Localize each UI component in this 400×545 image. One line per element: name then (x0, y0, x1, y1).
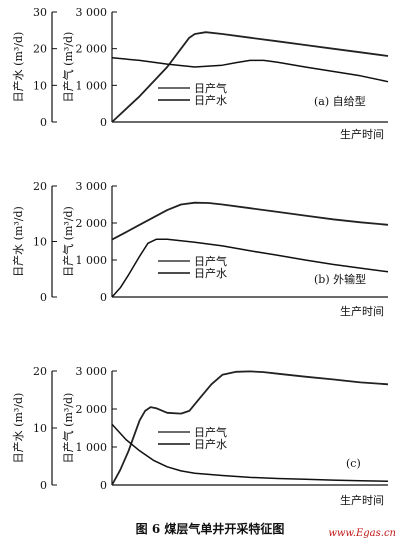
left-tick-label-p1: 30 (33, 6, 47, 19)
legend-label-p2: 日产气 (194, 254, 227, 268)
legend-label-p1: 日产气 (194, 81, 227, 95)
water-series-line-p3 (111, 423, 389, 482)
left-tick-label-p3: 0 (40, 479, 47, 492)
left-tick-label-p2: 0 (40, 291, 47, 304)
gas-series-line-p2 (111, 201, 389, 241)
gas-tick-label-p1: 1 000 (76, 79, 108, 92)
x-axis-title-p2: 生产时间 (340, 304, 384, 318)
left-axis-title-p3: 日产水 (m³/d) (11, 393, 25, 464)
gas-tick-label-p1: 0 (100, 116, 107, 129)
watermark-text: www.Egas.cn (328, 528, 396, 539)
gas-tick-label-p3: 2 000 (76, 403, 108, 416)
left-tick-label-p2: 10 (33, 236, 47, 249)
left-tick-label-p1: 0 (40, 116, 47, 129)
gas-axis-title-p1: 日产气 (m³/d) (61, 32, 75, 103)
left-tick-label-p2: 20 (33, 180, 47, 193)
gas-tick-label-p2: 0 (100, 291, 107, 304)
water-series-line-p2 (111, 238, 389, 298)
left-axis-title-p1: 日产水 (m³/d) (11, 32, 25, 103)
panel-label-p3: (c) (346, 457, 361, 470)
gas-tick-label-p3: 0 (100, 479, 107, 492)
gas-axis-title-p3: 日产气 (m³/d) (61, 393, 75, 464)
left-tick-label-p3: 20 (33, 365, 47, 378)
x-axis-title-p1: 生产时间 (340, 127, 384, 141)
left-tick-label-p1: 10 (33, 79, 47, 92)
figure-caption: 图 6 煤层气单井开采特征图 (136, 521, 285, 536)
panel-label-p1: (a) 自给型 (314, 94, 366, 108)
gas-tick-label-p3: 3 000 (76, 365, 108, 378)
left-axis-title-p2: 日产水 (m³/d) (11, 206, 25, 277)
gas-axis-title-p2: 日产气 (m³/d) (61, 206, 75, 277)
legend-label-p2: 日产水 (194, 266, 227, 280)
panel-label-p2: (b) 外输型 (314, 272, 366, 286)
gas-series-line-p1 (111, 31, 389, 123)
legend-label-p3: 日产水 (194, 437, 227, 451)
legend-label-p1: 日产水 (194, 93, 227, 107)
gas-tick-label-p1: 2 000 (76, 43, 108, 56)
legend-label-p3: 日产气 (194, 425, 227, 439)
gas-tick-label-p1: 3 000 (76, 6, 108, 19)
gas-tick-label-p2: 2 000 (76, 217, 108, 230)
gas-tick-label-p2: 1 000 (76, 254, 108, 267)
left-tick-label-p3: 10 (33, 422, 47, 435)
x-axis-title-p3: 生产时间 (340, 493, 384, 507)
gas-tick-label-p3: 1 000 (76, 441, 108, 454)
water-series-line-p1 (111, 57, 389, 83)
gas-series-line-p3 (111, 370, 389, 486)
left-tick-label-p1: 20 (33, 43, 47, 56)
gas-tick-label-p2: 3 000 (76, 180, 108, 193)
